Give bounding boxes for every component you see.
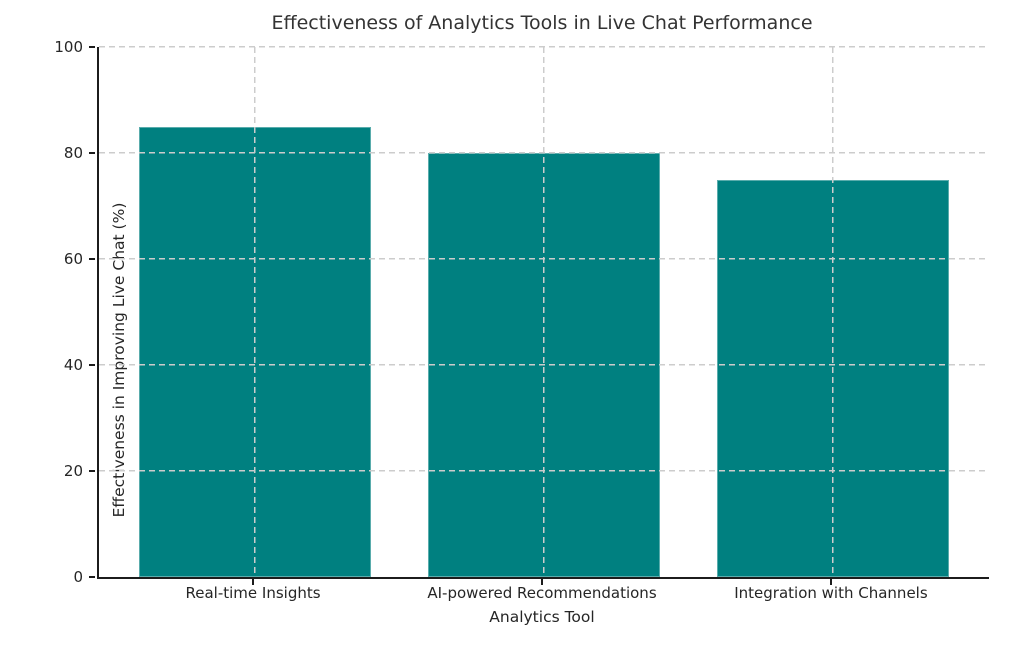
bars-layer [99,47,989,577]
y-tick-label: 40 [63,356,83,374]
y-tick-mark [89,576,95,578]
y-tick-label: 0 [73,568,83,586]
x-tick-mark [541,579,543,585]
chart-title: Effectiveness of Analytics Tools in Live… [271,12,813,34]
x-tick-label: Real-time Insights [185,584,321,602]
y-tick-mark [89,152,95,154]
x-tick-mark [252,579,255,585]
x-tick-label: AI-powered Recommendations [427,584,657,602]
y-tick-mark [89,46,95,48]
y-tick-mark [89,258,95,260]
y-tick-label: 100 [54,38,83,56]
y-tick-label: 20 [63,462,83,480]
x-axis-label: Analytics Tool [489,608,595,626]
bar-integration-with-channels [717,179,949,577]
y-tick-label: 60 [63,250,83,268]
x-tick-label: Integration with Channels [734,584,928,602]
x-tick-mark [829,579,832,585]
plot-area: Effectiveness in Improving Live Chat (%) [97,46,989,579]
bar-real-time-insights [139,126,371,577]
y-tick-mark [89,470,95,472]
bar-ai-powered-recommendations [428,153,660,577]
y-tick-label: 80 [63,144,83,162]
y-tick-mark [89,364,95,366]
